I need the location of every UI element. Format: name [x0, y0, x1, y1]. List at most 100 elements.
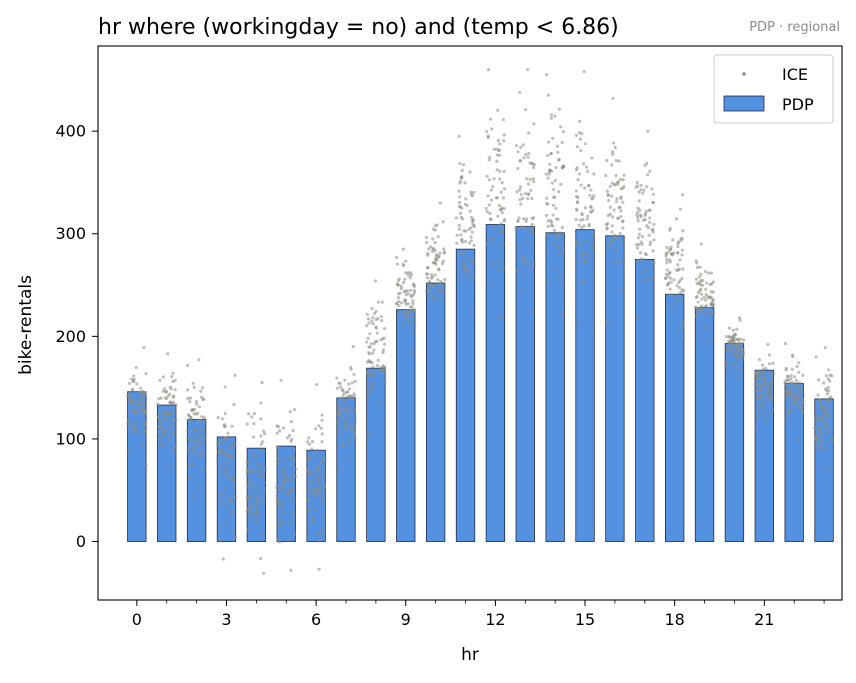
ice-point — [279, 378, 283, 383]
ice-point — [608, 184, 612, 189]
ice-point — [621, 219, 625, 223]
ice-point — [518, 198, 522, 202]
ice-point — [800, 410, 805, 415]
ice-point — [576, 195, 580, 200]
x-tick-label: 9 — [401, 610, 411, 629]
ice-point — [587, 184, 591, 188]
ice-point — [367, 358, 371, 363]
ice-point — [730, 337, 734, 341]
ice-point — [233, 535, 237, 539]
ice-point — [441, 290, 445, 294]
ice-point — [754, 427, 758, 431]
ice-point — [815, 442, 819, 447]
ice-point — [255, 509, 259, 513]
ice-point — [618, 286, 623, 290]
ice-point — [399, 286, 403, 291]
ice-point — [579, 183, 583, 187]
ice-point — [143, 391, 147, 395]
ice-point — [223, 412, 227, 416]
ice-point — [614, 173, 618, 178]
ice-point — [142, 346, 146, 350]
ice-point — [427, 289, 431, 293]
ice-point — [352, 407, 357, 411]
ice-point — [369, 374, 373, 378]
ice-point — [676, 244, 680, 249]
ice-point — [283, 459, 287, 463]
ice-point — [307, 442, 312, 446]
ice-point — [823, 446, 827, 451]
ice-point — [409, 293, 413, 298]
ice-point — [801, 373, 805, 377]
ice-point — [732, 333, 736, 338]
ice-point — [218, 538, 223, 542]
ice-point — [351, 428, 355, 432]
ice-point — [489, 188, 493, 192]
ice-point — [821, 381, 826, 385]
ice-point — [493, 226, 497, 230]
ice-point — [335, 386, 340, 390]
ice-point — [557, 107, 561, 111]
ice-point — [518, 159, 522, 163]
ice-point — [275, 497, 279, 501]
ice-point — [635, 213, 639, 217]
ice-point — [427, 279, 432, 283]
ice-point — [557, 190, 561, 194]
ice-point — [608, 212, 612, 216]
ice-point — [711, 290, 715, 294]
ice-point — [196, 453, 200, 458]
ice-point — [191, 438, 195, 442]
ice-point — [162, 428, 166, 432]
ice-point — [199, 418, 203, 422]
ice-point — [761, 413, 765, 417]
ice-point — [525, 238, 529, 242]
ice-point — [492, 262, 496, 266]
ice-point — [524, 219, 528, 224]
ice-point — [275, 431, 279, 435]
ice-point — [819, 445, 823, 449]
ice-point — [314, 469, 318, 473]
ice-point — [768, 372, 773, 376]
ice-point — [644, 209, 648, 214]
ice-point — [254, 504, 258, 508]
pdp-bar — [665, 293, 685, 542]
ice-point — [547, 168, 552, 172]
ice-point — [308, 457, 312, 461]
ice-point — [305, 486, 309, 490]
ice-point — [403, 300, 407, 304]
ice-point — [696, 312, 700, 316]
ice-point — [218, 464, 222, 468]
ice-point — [643, 217, 647, 222]
ice-point — [490, 236, 494, 241]
ice-point — [783, 341, 788, 346]
ice-point — [488, 217, 492, 221]
ice-point — [341, 407, 345, 412]
ice-point — [677, 280, 681, 285]
ice-point — [256, 499, 260, 504]
ice-point — [575, 200, 580, 205]
ice-point — [437, 324, 441, 328]
ice-point — [161, 431, 165, 436]
ice-point — [185, 363, 190, 367]
ice-point — [667, 271, 672, 275]
ice-point — [502, 133, 506, 137]
ice-point — [502, 139, 506, 143]
ice-point — [368, 332, 372, 336]
ice-point — [200, 434, 204, 438]
ice-point — [676, 251, 680, 255]
ice-point — [227, 454, 231, 459]
ice-point — [167, 412, 172, 416]
ice-point — [702, 295, 706, 299]
ice-point — [813, 416, 818, 420]
ice-point — [546, 219, 550, 223]
ice-point — [285, 436, 290, 440]
ice-point — [157, 436, 162, 441]
ice-point — [293, 467, 297, 471]
ice-point — [308, 480, 312, 484]
ice-point — [523, 192, 527, 196]
ice-point — [610, 150, 615, 154]
ice-point — [371, 381, 375, 385]
ice-point — [344, 419, 348, 423]
ice-point — [798, 390, 803, 395]
ice-point — [521, 143, 525, 147]
ice-point — [222, 454, 226, 458]
